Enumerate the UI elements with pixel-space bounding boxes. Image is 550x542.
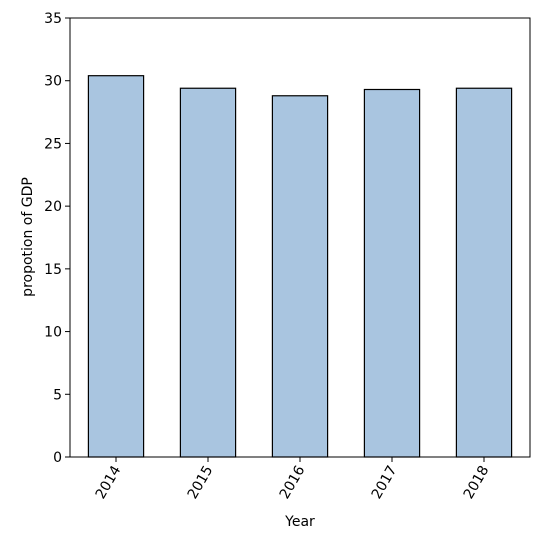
x-axis-label: Year bbox=[284, 514, 315, 530]
y-tick-label: 20 bbox=[44, 199, 62, 215]
y-tick-label: 25 bbox=[44, 136, 62, 152]
bar bbox=[87, 75, 145, 458]
x-tick-label: 2017 bbox=[369, 463, 401, 502]
y-tick-label: 35 bbox=[44, 11, 62, 27]
y-tick-label: 30 bbox=[44, 74, 62, 90]
x-tick-label: 2018 bbox=[461, 463, 493, 502]
bar bbox=[363, 88, 421, 458]
y-axis-label: propotion of GDP bbox=[20, 177, 36, 297]
y-tick-label: 15 bbox=[44, 262, 62, 278]
y-tick-label: 5 bbox=[53, 387, 62, 403]
y-tick-label: 10 bbox=[44, 325, 62, 341]
bar bbox=[179, 87, 237, 458]
bar bbox=[271, 95, 329, 458]
x-tick-label: 2016 bbox=[277, 463, 309, 502]
x-tick-label: 2014 bbox=[93, 463, 125, 502]
x-tick-label: 2015 bbox=[185, 463, 217, 502]
y-tick-label: 0 bbox=[53, 450, 62, 466]
bar bbox=[455, 87, 513, 458]
